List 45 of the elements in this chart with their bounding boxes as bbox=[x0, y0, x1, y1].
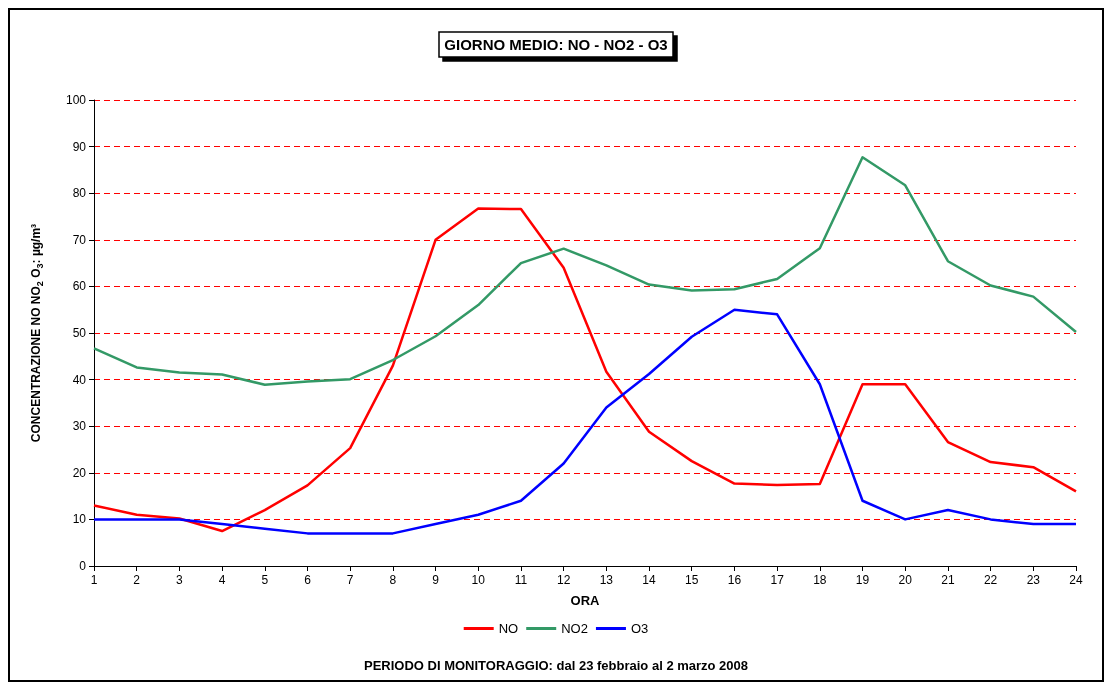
y-tick-label: 100 bbox=[65, 93, 87, 107]
y-tick-label: 90 bbox=[72, 139, 87, 154]
x-tick-label: 15 bbox=[685, 573, 699, 587]
x-axis-title: ORA bbox=[570, 593, 601, 608]
x-tick-label: 2 bbox=[133, 573, 141, 587]
y-tick-label: 50 bbox=[72, 326, 87, 340]
x-tick-label: 24 bbox=[1069, 573, 1083, 587]
x-tick-label: 9 bbox=[432, 573, 440, 587]
x-tick-label: 16 bbox=[727, 573, 742, 587]
chart-title: GIORNO MEDIO: NO - NO2 - O3 bbox=[444, 36, 668, 53]
x-tick-label: 10 bbox=[471, 573, 486, 587]
x-tick-label: 20 bbox=[898, 573, 913, 587]
legend-label: NO bbox=[498, 621, 519, 636]
x-tick-label: 1 bbox=[90, 573, 98, 587]
x-tick-label: 22 bbox=[983, 573, 998, 587]
line-series bbox=[92, 308, 1078, 535]
y-tick-label: 10 bbox=[72, 512, 87, 527]
y-tick-label: 20 bbox=[72, 465, 87, 480]
x-tick-label: 7 bbox=[346, 573, 354, 587]
x-tick-label: 12 bbox=[556, 573, 571, 587]
x-tick-label: 4 bbox=[218, 573, 226, 587]
text: PERIODO DI MONITORAGGIO: dal 23 febbraio al 2 marzo 2008 bbox=[363, 658, 749, 673]
y-axis-title: CONCENTRAZIONE NO NO2 O3: µg/m³ bbox=[28, 223, 45, 443]
x-tick-label: 3 bbox=[176, 573, 184, 587]
legend-label: NO2 bbox=[561, 621, 588, 636]
x-tick-label: 17 bbox=[770, 573, 785, 587]
x-tick-label: 13 bbox=[599, 573, 614, 587]
line-series bbox=[92, 207, 1078, 533]
x-tick-label: 21 bbox=[941, 573, 955, 587]
y-tick-label: 60 bbox=[72, 279, 87, 294]
x-tick-label: 11 bbox=[514, 573, 528, 587]
x-tick-label: 23 bbox=[1026, 573, 1041, 587]
y-tick-label: 40 bbox=[72, 372, 87, 387]
y-tick-label: 70 bbox=[72, 232, 87, 247]
y-tick-label: 0 bbox=[79, 559, 87, 573]
x-tick-label: 18 bbox=[813, 573, 827, 587]
x-tick-label: 5 bbox=[261, 573, 269, 587]
y-tick-label: 80 bbox=[72, 186, 87, 201]
legend-label: O3 bbox=[630, 621, 649, 636]
x-tick-label: 6 bbox=[304, 573, 312, 587]
x-tick-label: 14 bbox=[642, 573, 657, 587]
x-tick-label: 8 bbox=[389, 573, 397, 587]
y-tick-label: 30 bbox=[72, 419, 87, 434]
line-series bbox=[92, 156, 1078, 386]
x-tick-label: 19 bbox=[855, 573, 870, 587]
